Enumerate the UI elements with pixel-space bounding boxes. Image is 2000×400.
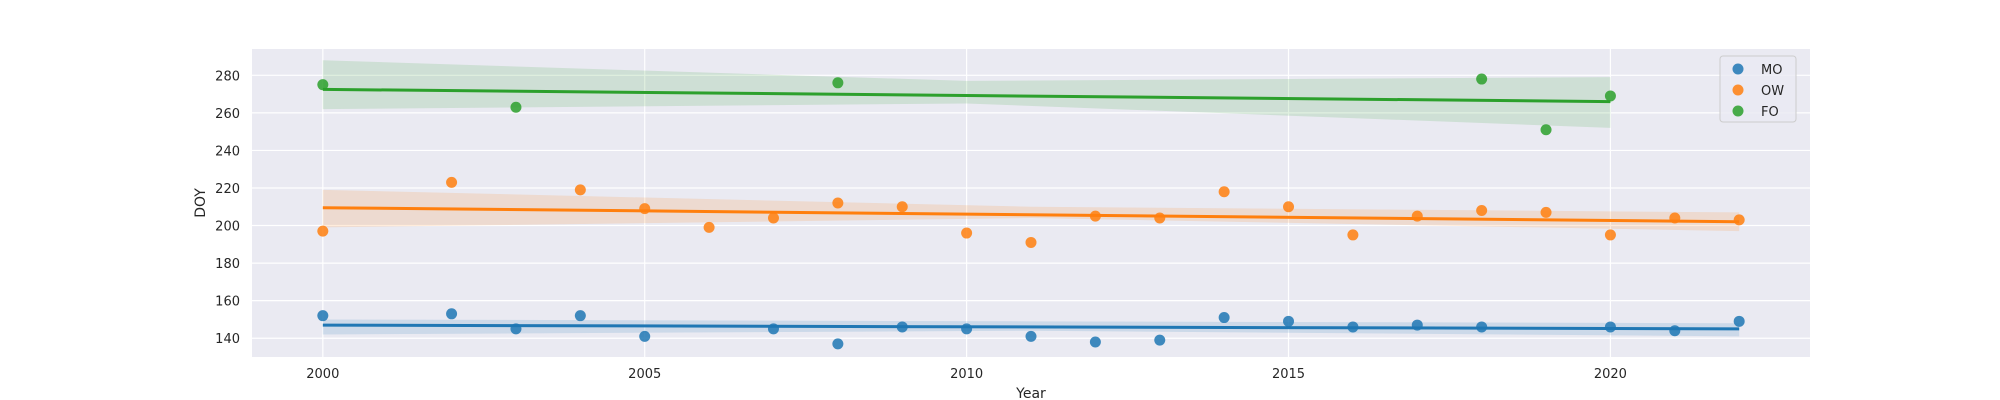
data-point-mo: [961, 323, 973, 335]
data-point-fo: [832, 77, 844, 89]
data-point-ow: [446, 176, 458, 188]
data-point-mo: [639, 330, 651, 342]
x-tick-label: 2000: [306, 367, 339, 382]
data-point-ow: [1669, 212, 1681, 224]
data-point-mo: [1669, 325, 1681, 337]
data-point-ow: [832, 197, 844, 209]
data-point-ow: [1283, 201, 1295, 213]
y-tick-label: 140: [215, 332, 240, 347]
data-point-fo: [1604, 90, 1616, 102]
data-point-ow: [1476, 205, 1488, 217]
data-point-mo: [1283, 315, 1295, 327]
y-axis-label: DOY: [193, 188, 209, 218]
data-point-ow: [703, 221, 715, 233]
data-point-ow: [1604, 229, 1616, 241]
x-tick-label: 2005: [628, 367, 661, 382]
trend-line-ow: [322, 206, 1740, 224]
legend-label-mo: MO: [1761, 63, 1782, 78]
legend-marker-mo: [1732, 63, 1744, 75]
data-point-mo: [510, 323, 522, 335]
y-tick-label: 200: [215, 220, 240, 235]
legend-marker-fo: [1732, 105, 1744, 117]
data-point-fo: [1476, 73, 1488, 85]
data-points: [317, 73, 1745, 350]
legend-label-fo: FO: [1761, 105, 1779, 120]
data-point-ow: [1218, 186, 1230, 198]
data-point-mo: [1025, 330, 1037, 342]
data-point-mo: [446, 308, 458, 320]
data-point-mo: [1218, 312, 1230, 324]
tick-labels: 2000 2005 2010 2015 2020 140 160 180 200 220 240 26…: [215, 69, 1627, 382]
data-point-ow: [639, 203, 651, 215]
data-point-ow: [1025, 236, 1037, 248]
x-axis-label: Year: [1015, 386, 1046, 400]
data-point-ow: [896, 201, 908, 213]
data-point-fo: [317, 79, 329, 91]
data-point-mo: [1089, 336, 1101, 348]
data-point-mo: [1733, 315, 1745, 327]
y-tick-label: 260: [215, 107, 240, 122]
data-point-mo: [1154, 334, 1166, 346]
data-point-ow: [1089, 210, 1101, 222]
data-point-mo: [317, 310, 329, 322]
data-point-ow: [574, 184, 586, 196]
y-tick-label: 220: [215, 182, 240, 197]
grid-lines: [252, 49, 1810, 357]
y-tick-label: 180: [215, 257, 240, 272]
trend-line-mo: [322, 323, 1740, 331]
data-point-mo: [767, 323, 779, 335]
data-point-mo: [1604, 321, 1616, 333]
data-point-mo: [1411, 319, 1423, 331]
legend-marker-ow: [1732, 84, 1744, 96]
data-point-ow: [1733, 214, 1745, 226]
data-point-ow: [1540, 206, 1552, 218]
legend: MO OW FO: [1719, 55, 1797, 123]
ci-band-ow: [322, 189, 1740, 232]
trend-line-fo: [322, 87, 1611, 104]
data-point-ow: [1347, 229, 1359, 241]
legend-box: [1719, 55, 1797, 123]
x-tick-label: 2020: [1594, 367, 1627, 382]
data-point-ow: [1411, 210, 1423, 222]
y-tick-label: 240: [215, 144, 240, 159]
data-point-mo: [1476, 321, 1488, 333]
x-tick-label: 2010: [950, 367, 983, 382]
data-point-ow: [767, 212, 779, 224]
y-tick-label: 280: [215, 69, 240, 84]
legend-label-ow: OW: [1761, 84, 1784, 99]
data-point-fo: [510, 101, 522, 113]
data-point-mo: [1347, 321, 1359, 333]
y-tick-label: 160: [215, 295, 240, 310]
data-point-ow: [1154, 212, 1166, 224]
trend-lines: [322, 87, 1740, 331]
data-point-ow: [317, 225, 329, 237]
data-point-mo: [574, 310, 586, 322]
data-point-mo: [832, 338, 844, 350]
x-tick-label: 2015: [1272, 367, 1305, 382]
data-point-fo: [1540, 124, 1552, 136]
data-point-ow: [961, 227, 973, 239]
data-point-mo: [896, 321, 908, 333]
